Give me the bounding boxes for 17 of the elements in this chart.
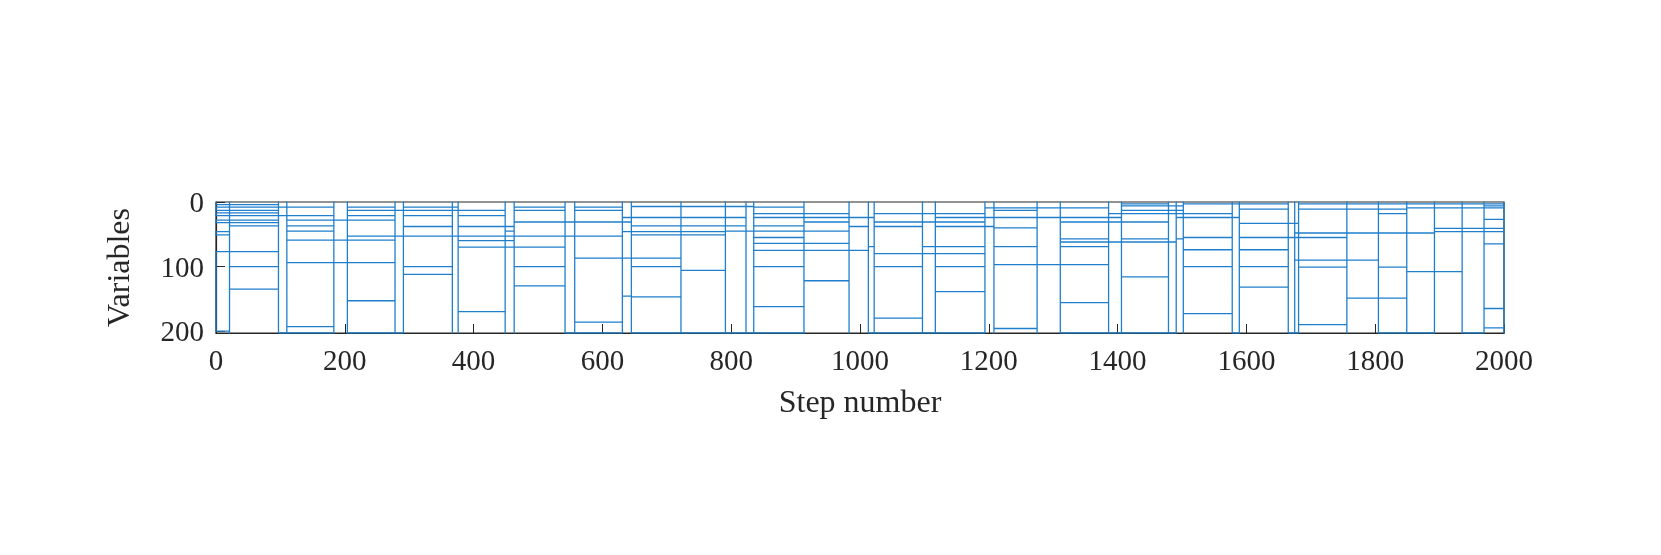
line-series [215,201,1505,334]
y-tick-label: 0 [189,186,204,218]
y-tick-label: 200 [160,315,204,348]
x-axis-title: Step number [778,383,942,419]
x-tick-label: 1800 [1346,343,1405,376]
x-tick-label: 200 [323,343,367,376]
x-tick-label: 1600 [1217,343,1276,376]
x-tick-label: 1400 [1088,343,1147,376]
x-tick-label: 600 [580,343,625,376]
y-tick-label: 100 [160,250,204,283]
x-tick-label: 0 [208,343,224,376]
x-tick-label: 400 [451,343,496,376]
y-axis-title: Variables [100,207,136,328]
x-tick-label: 1000 [831,343,889,376]
x-tick-label: 800 [709,343,753,376]
x-tick-label: 1200 [959,343,1018,376]
x-tick-label: 2000 [1475,343,1533,376]
